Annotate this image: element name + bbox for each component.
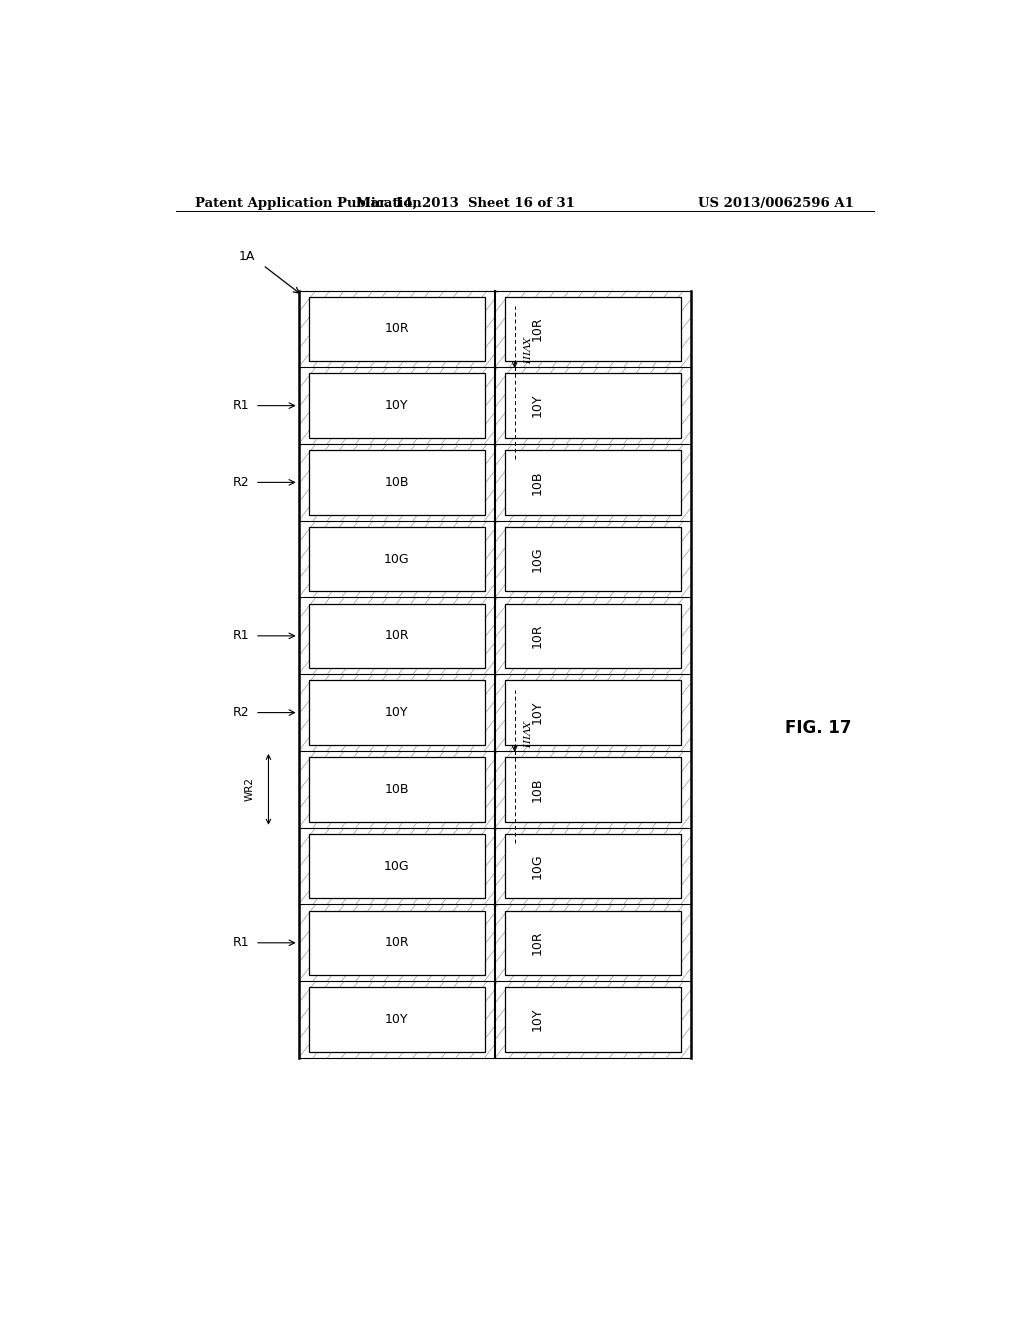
Bar (309, 987, 484, 1052)
Bar (309, 603, 484, 668)
Bar (495, 904, 691, 981)
Bar (299, 828, 495, 904)
Bar (309, 450, 484, 515)
Text: 10R: 10R (385, 630, 410, 643)
Text: 10Y: 10Y (530, 393, 544, 417)
Bar (309, 374, 484, 438)
Text: 10G: 10G (530, 853, 544, 879)
Text: XVIII: XVIII (521, 719, 530, 747)
Text: 1A: 1A (239, 251, 255, 264)
Bar (309, 527, 484, 591)
Text: US 2013/0062596 A1: US 2013/0062596 A1 (698, 197, 854, 210)
Text: XVIII: XVIII (521, 337, 530, 363)
Bar (309, 758, 484, 821)
Text: 10Y: 10Y (530, 701, 544, 725)
Text: 10G: 10G (530, 546, 544, 572)
Text: 10B: 10B (385, 783, 409, 796)
Bar (299, 521, 495, 598)
Bar (299, 904, 495, 981)
Text: FIG. 17: FIG. 17 (785, 718, 852, 737)
Bar (506, 527, 681, 591)
Bar (506, 297, 681, 362)
Text: Mar. 14, 2013  Sheet 16 of 31: Mar. 14, 2013 Sheet 16 of 31 (356, 197, 574, 210)
Text: 10G: 10G (384, 859, 410, 873)
Text: 10B: 10B (385, 477, 409, 488)
Bar (299, 675, 495, 751)
Bar (495, 675, 691, 751)
Text: R1: R1 (232, 630, 250, 643)
Bar (506, 680, 681, 744)
Text: 10B: 10B (530, 470, 544, 495)
Text: R2: R2 (232, 477, 250, 488)
Text: 10Y: 10Y (385, 1012, 409, 1026)
Bar (495, 521, 691, 598)
Bar (506, 758, 681, 821)
Text: WR2: WR2 (244, 777, 254, 801)
Bar (495, 981, 691, 1057)
Text: 10R: 10R (530, 623, 544, 648)
Text: 10Y: 10Y (385, 399, 409, 412)
Bar (495, 444, 691, 521)
Text: R2: R2 (232, 706, 250, 719)
Bar (299, 598, 495, 675)
Bar (506, 603, 681, 668)
Bar (495, 290, 691, 367)
Text: R1: R1 (232, 399, 250, 412)
Text: R1: R1 (232, 936, 250, 949)
Bar (506, 987, 681, 1052)
Text: 10Y: 10Y (385, 706, 409, 719)
Bar (299, 751, 495, 828)
Bar (495, 367, 691, 444)
Bar (495, 598, 691, 675)
Text: 10G: 10G (384, 553, 410, 565)
Text: 10R: 10R (385, 936, 410, 949)
Bar (299, 981, 495, 1057)
Text: Patent Application Publication: Patent Application Publication (196, 197, 422, 210)
Bar (506, 911, 681, 975)
Bar (309, 911, 484, 975)
Bar (309, 680, 484, 744)
Text: 10R: 10R (530, 931, 544, 956)
Bar (309, 834, 484, 899)
Bar (299, 444, 495, 521)
Bar (506, 450, 681, 515)
Bar (299, 290, 495, 367)
Bar (495, 828, 691, 904)
Text: 10Y: 10Y (530, 1007, 544, 1031)
Bar (506, 834, 681, 899)
Bar (309, 297, 484, 362)
Bar (495, 751, 691, 828)
Text: 10R: 10R (530, 317, 544, 341)
Bar (299, 367, 495, 444)
Text: 10B: 10B (530, 777, 544, 801)
Bar (506, 374, 681, 438)
Text: 10R: 10R (385, 322, 410, 335)
